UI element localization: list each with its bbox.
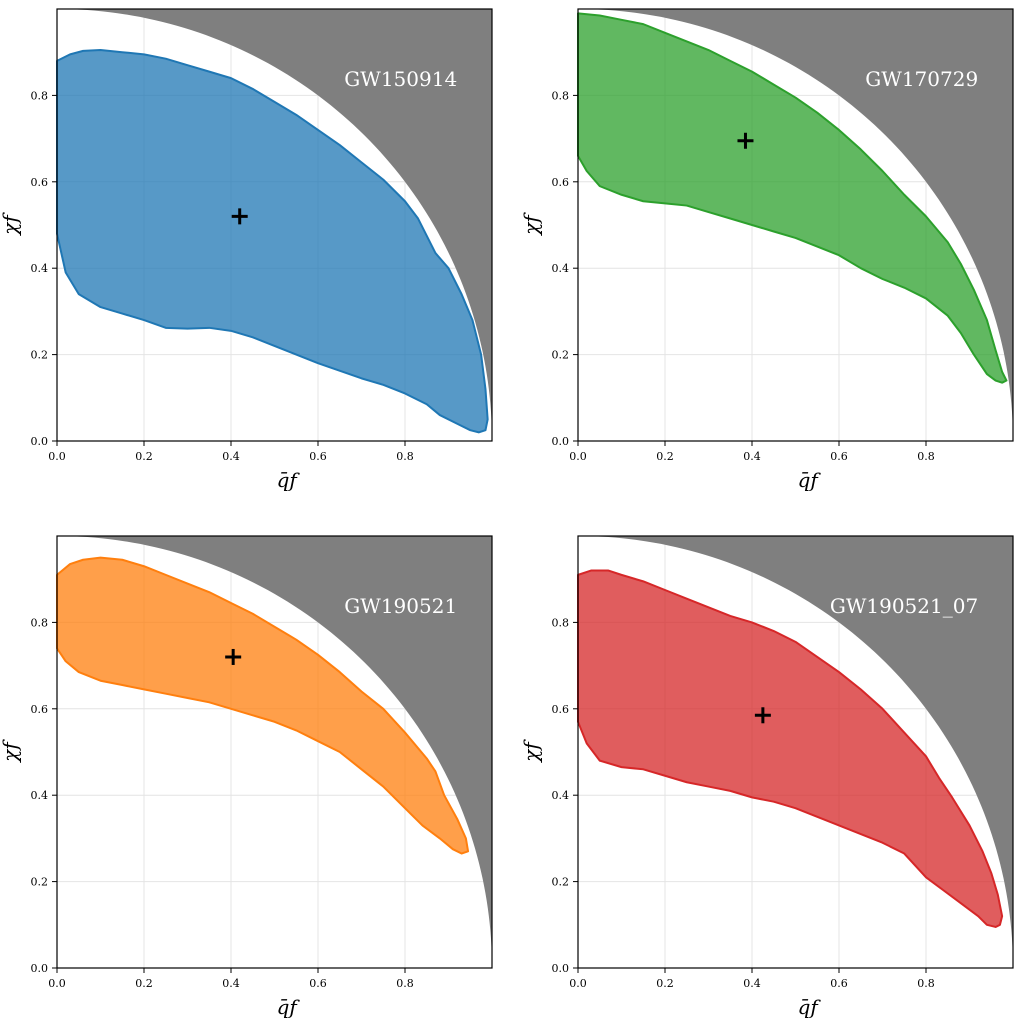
credible-region: [56, 49, 489, 434]
credible-region: [577, 12, 1008, 384]
x-tick-label: 0.6: [309, 977, 327, 990]
plot-frame: [577, 535, 1014, 969]
y-axis-label: χf: [0, 212, 22, 237]
x-axis-label: q̄f: [277, 995, 301, 1019]
x-tick-label: 0.4: [743, 450, 761, 463]
y-tick-label: 0.8: [31, 616, 49, 629]
plot-frame: [56, 8, 493, 442]
y-tick-label: 0.2: [31, 349, 49, 362]
x-tick-label: 0.2: [656, 977, 674, 990]
panel-gw190521: 0.0 0.2 0.4 0.6 0.8 0.0 0.2 0.4 0.6 0.8 q̄f χf GW190…: [0, 535, 493, 1019]
excluded-region: [57, 9, 492, 441]
excluded-region: [578, 9, 1013, 441]
y-tick-label: 0.2: [31, 876, 49, 889]
panel-gw170729: 0.0 0.2 0.4 0.6 0.8 0.0 0.2 0.4 0.6 0.8 q̄f χf GW170…: [519, 8, 1014, 492]
y-tick-label: 0.4: [31, 262, 49, 275]
x-axis-label: q̄f: [798, 995, 822, 1019]
maxL-marker: [231, 208, 248, 225]
y-tick-label: 0.6: [31, 703, 49, 716]
y-tick-label: 0.8: [552, 89, 570, 102]
credible-region: [577, 569, 1004, 928]
y-tick-label: 0.8: [552, 616, 570, 629]
y-tick-label: 0.6: [552, 703, 570, 716]
x-tick-label: 0.8: [917, 977, 935, 990]
panel-gw150914: 0.0 0.2 0.4 0.6 0.8 0.0 0.2 0.4 0.6 0.8 q̄f χf GW150…: [0, 8, 493, 492]
x-tick-label: 0.2: [656, 450, 674, 463]
x-axis-label: q̄f: [277, 468, 301, 492]
x-tick-label: 0.4: [743, 977, 761, 990]
x-axis-label: q̄f: [798, 468, 822, 492]
x-tick-label: 0.0: [569, 977, 587, 990]
event-label: GW170729: [865, 67, 978, 91]
x-tick-label: 0.8: [917, 450, 935, 463]
x-tick-label: 0.6: [830, 450, 848, 463]
y-tick-label: 0.2: [552, 876, 570, 889]
y-tick-label: 0.6: [552, 176, 570, 189]
y-tick-label: 0.4: [552, 789, 570, 802]
plot-frame: [56, 535, 493, 969]
excluded-region: [578, 536, 1013, 968]
x-tick-label: 0.6: [309, 450, 327, 463]
credible-region: [56, 556, 470, 855]
maxL-marker: [754, 707, 771, 724]
y-tick-label: 0.4: [552, 262, 570, 275]
y-tick-label: 0.4: [31, 789, 49, 802]
y-tick-label: 0.2: [552, 349, 570, 362]
x-tick-label: 0.4: [222, 977, 240, 990]
y-tick-label: 0.8: [31, 89, 49, 102]
y-tick-label: 0.6: [31, 176, 49, 189]
y-axis-label: χf: [0, 739, 22, 764]
x-tick-label: 0.2: [135, 977, 153, 990]
x-tick-label: 0.4: [222, 450, 240, 463]
x-tick-label: 0.8: [396, 450, 414, 463]
excluded-region: [57, 536, 492, 968]
y-tick-label: 0.0: [31, 435, 49, 448]
x-tick-label: 0.0: [569, 450, 587, 463]
event-label: GW190521: [344, 594, 457, 618]
x-tick-label: 0.2: [135, 450, 153, 463]
y-tick-label: 0.0: [552, 435, 570, 448]
y-tick-label: 0.0: [552, 962, 570, 975]
x-tick-label: 0.0: [48, 450, 66, 463]
x-tick-label: 0.8: [396, 977, 414, 990]
x-tick-label: 0.6: [830, 977, 848, 990]
maxL-marker: [737, 132, 754, 149]
x-tick-label: 0.0: [48, 977, 66, 990]
plot-frame: [577, 8, 1014, 442]
panel-gw190521_07: 0.0 0.2 0.4 0.6 0.8 0.0 0.2 0.4 0.6 0.8 q̄f χf GW190…: [519, 535, 1014, 1019]
y-tick-label: 0.0: [31, 962, 49, 975]
event-label: GW190521_07: [830, 594, 978, 618]
maxL-marker: [225, 648, 242, 665]
y-axis-label: χf: [519, 739, 543, 764]
event-label: GW150914: [344, 67, 457, 91]
y-axis-label: χf: [519, 212, 543, 237]
